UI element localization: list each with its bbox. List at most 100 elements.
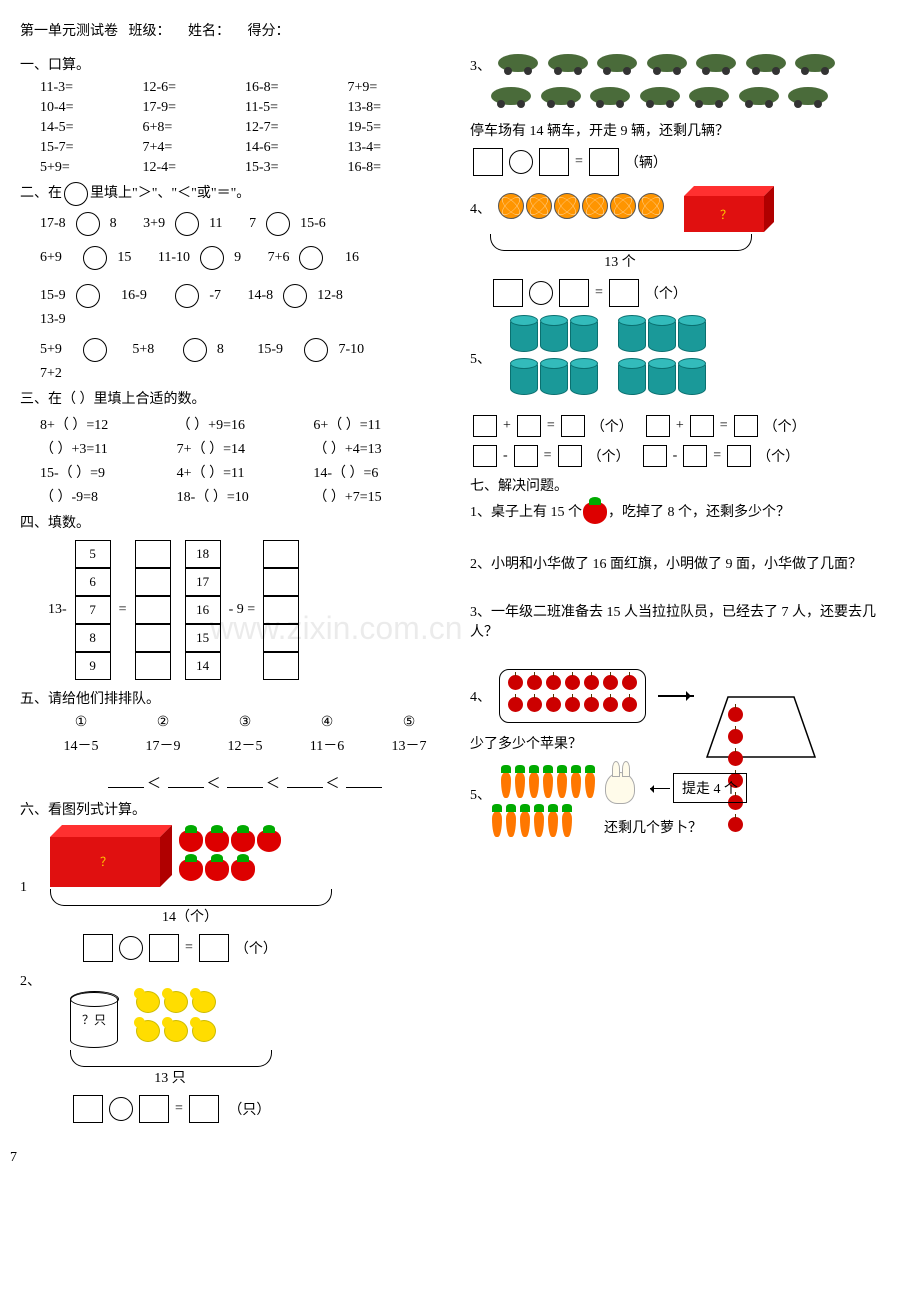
- sq-blank: [83, 934, 113, 962]
- expr: 7+6: [268, 250, 290, 266]
- s1-cell: 11-5=: [245, 100, 348, 116]
- car-icon: [595, 49, 639, 75]
- carrot-icon: [515, 772, 525, 798]
- stcell: 18: [185, 540, 221, 568]
- s1-cell: 15-7=: [40, 140, 143, 156]
- page-number: 7: [10, 1150, 17, 1166]
- cylinder-icon: [648, 316, 676, 352]
- expr: 13-9: [40, 312, 450, 328]
- s6-q2: 2、 ？只 13 只 = （只）: [20, 970, 450, 1123]
- strawberry-icon: [231, 859, 255, 881]
- stcell: 16: [185, 596, 221, 624]
- stcell: [135, 652, 171, 680]
- q-num: 3、: [470, 55, 491, 75]
- stcell: 6: [75, 568, 111, 596]
- s4-rightlbl: - 9 =: [229, 602, 256, 618]
- s2-title: 二、在 里填上"＞"、"＜"或"＝"。: [20, 182, 450, 206]
- circle-blank: [175, 284, 199, 308]
- carrots-row2: [490, 810, 574, 843]
- total-label: 13 个: [490, 251, 750, 271]
- carrot-icon: [557, 772, 567, 798]
- circ-num: ③: [204, 714, 286, 731]
- op: +: [676, 418, 684, 434]
- car-icon: [638, 82, 682, 108]
- apple-icon: [728, 817, 743, 832]
- blank: [168, 773, 204, 788]
- s4-stack4: [263, 540, 299, 680]
- car-icon: [793, 49, 837, 75]
- s3-cell: 6+（ ）=11: [313, 414, 450, 434]
- q-text: 还剩几个萝卜？: [604, 817, 702, 837]
- apple-icon: [565, 697, 580, 712]
- cylinder-icon: [678, 316, 706, 352]
- sq-blank: [73, 1095, 103, 1123]
- sq-blank: [609, 279, 639, 307]
- stcell: 17: [185, 568, 221, 596]
- strawberry-icon: [179, 830, 203, 852]
- s7-q5: 5、 提走 4 个 还剩几个萝卜？: [470, 771, 900, 843]
- circle-blank: [76, 212, 100, 236]
- stcell: 8: [75, 624, 111, 652]
- sq-blank: [517, 415, 541, 437]
- cylinder-icon: [618, 316, 646, 352]
- s3-title: 三、在（ ）里填上合适的数。: [20, 388, 450, 408]
- circle-blank: [509, 150, 533, 174]
- q-num: 4、: [470, 686, 491, 706]
- s1-cell: 14-5=: [40, 120, 143, 136]
- circ-num: ①: [40, 714, 122, 731]
- s3-cell: （ ）-9=8: [40, 486, 177, 506]
- sq-blank: [514, 445, 538, 467]
- circ-num: ②: [122, 714, 204, 731]
- s1-cell: 14-6=: [245, 140, 348, 156]
- circle-blank: [529, 281, 553, 305]
- sq-blank: [473, 148, 503, 176]
- op: +: [503, 418, 511, 434]
- unit: （个）: [645, 283, 687, 303]
- s1-title: 一、口算。: [20, 54, 450, 74]
- cars-row2: [488, 81, 900, 114]
- circle-blank: [183, 338, 207, 362]
- s6-title: 六、看图列式计算。: [20, 799, 450, 819]
- s1-cell: 16-8=: [348, 160, 451, 176]
- car-icon: [786, 82, 830, 108]
- circle-blank: [83, 246, 107, 270]
- stcell: 7: [75, 596, 111, 624]
- eq: =: [175, 1101, 183, 1117]
- s2-t1: 二、在: [20, 186, 62, 201]
- cylinder-icon: [510, 359, 538, 395]
- s2-t2: 里填上"＞"、"＜"或"＝"。: [90, 186, 250, 201]
- stcell: [135, 596, 171, 624]
- sq-blank: [683, 445, 707, 467]
- ball-icon: [582, 193, 608, 219]
- carrot-icon: [501, 772, 511, 798]
- stcell: 9: [75, 652, 111, 680]
- arrow-icon: [658, 695, 694, 697]
- expr: 14-8: [248, 288, 274, 304]
- q-text: ，吃掉了 8 个，还剩多少个？: [608, 505, 790, 520]
- s3-cell: 8+（ ）=12: [40, 414, 177, 434]
- s3-cell: （ ）+9=16: [177, 414, 314, 434]
- s5-title: 五、请给他们排排队。: [20, 688, 450, 708]
- expr: 14－5: [40, 735, 122, 755]
- expr: 7+2: [40, 366, 450, 382]
- apple-icon: [527, 675, 542, 690]
- expr: 6+9: [40, 250, 62, 266]
- cylinder-icon: [648, 359, 676, 395]
- apple-icon: [508, 697, 523, 712]
- lt: ＜: [326, 777, 340, 792]
- circ-num: ⑤: [368, 714, 450, 731]
- eq: =: [595, 285, 603, 301]
- s5-body: ① ② ③ ④ ⑤ 14－5 17－9 12－5 11－6 13－7 ＜ ＜ ＜…: [20, 714, 450, 793]
- car-icon: [546, 49, 590, 75]
- chicks: [134, 990, 218, 1048]
- s1-cell: 13-8=: [348, 100, 451, 116]
- strawberry-icon: [583, 502, 607, 524]
- apple-icon: [622, 675, 637, 690]
- stcell: 5: [75, 540, 111, 568]
- blank: [227, 773, 263, 788]
- chick-icon: [192, 1020, 216, 1042]
- car-icon: [588, 82, 632, 108]
- eq: =: [544, 448, 552, 464]
- blank: [287, 773, 323, 788]
- expr: 12－5: [204, 735, 286, 755]
